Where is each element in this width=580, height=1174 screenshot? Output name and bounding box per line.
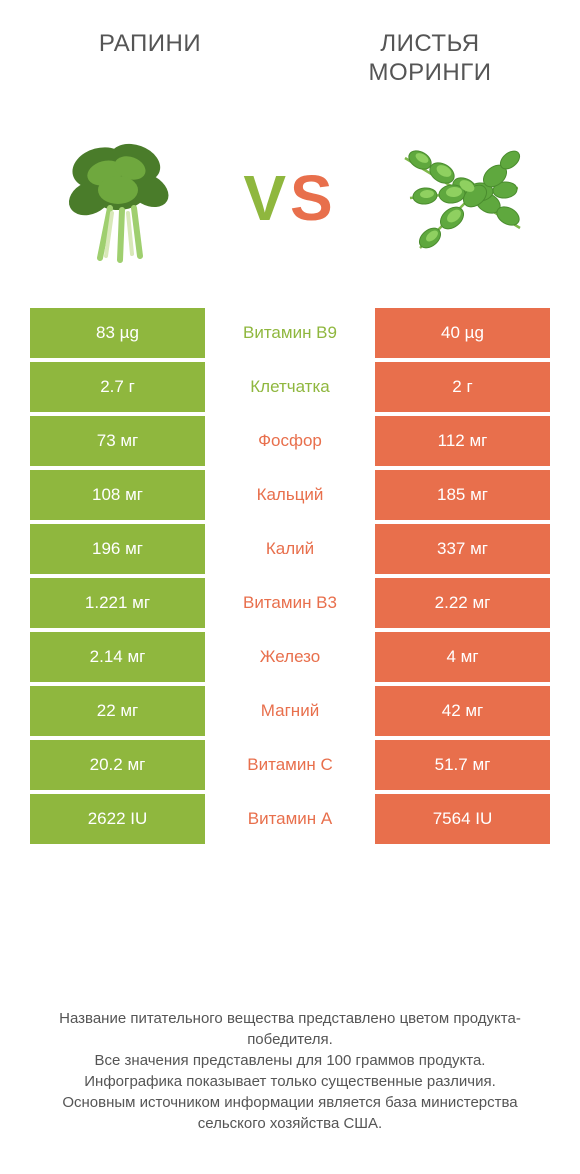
nutrient-label-cell: Клетчатка (205, 362, 375, 412)
left-value-cell: 108 мг (30, 470, 205, 520)
nutrient-label-cell: Калий (205, 524, 375, 574)
left-value-cell: 2622 IU (30, 794, 205, 844)
table-row: 2622 IUВитамин A7564 IU (30, 794, 550, 844)
right-value-cell: 40 µg (375, 308, 550, 358)
right-food-title: ЛИСТЬЯ МОРИНГИ (330, 30, 530, 88)
table-row: 108 мгКальций185 мг (30, 470, 550, 520)
vs-v-letter: V (243, 162, 290, 234)
table-row: 2.14 мгЖелезо4 мг (30, 632, 550, 682)
comparison-table: 83 µgВитамин B940 µg2.7 гКлетчатка2 г73 … (20, 308, 560, 844)
left-value-cell: 2.7 г (30, 362, 205, 412)
left-value-cell: 1.221 мг (30, 578, 205, 628)
right-value-cell: 185 мг (375, 470, 550, 520)
nutrient-label-cell: Витамин B3 (205, 578, 375, 628)
table-row: 22 мгМагний42 мг (30, 686, 550, 736)
nutrient-label-cell: Витамин A (205, 794, 375, 844)
nutrient-label-cell: Витамин C (205, 740, 375, 790)
table-row: 83 µgВитамин B940 µg (30, 308, 550, 358)
left-value-cell: 22 мг (30, 686, 205, 736)
left-value-cell: 20.2 мг (30, 740, 205, 790)
right-value-cell: 7564 IU (375, 794, 550, 844)
right-value-cell: 2 г (375, 362, 550, 412)
vs-s-letter: S (290, 162, 337, 234)
nutrient-label-cell: Витамин B9 (205, 308, 375, 358)
table-row: 20.2 мгВитамин C51.7 мг (30, 740, 550, 790)
table-row: 196 мгКалий337 мг (30, 524, 550, 574)
footer-notes: Название питательного вещества представл… (20, 968, 560, 1144)
right-value-cell: 337 мг (375, 524, 550, 574)
footer-line: Все значения представлены для 100 граммо… (40, 1050, 540, 1071)
left-food-image (40, 118, 200, 278)
left-value-cell: 83 µg (30, 308, 205, 358)
footer-line: Название питательного вещества представл… (40, 1008, 540, 1050)
right-food-image (380, 118, 540, 278)
header-row: РАПИНИ ЛИСТЬЯ МОРИНГИ (20, 30, 560, 108)
footer-line: Инфографика показывает только существенн… (40, 1071, 540, 1092)
left-food-title: РАПИНИ (50, 30, 250, 59)
footer-line: Основным источником информации является … (40, 1092, 540, 1134)
nutrient-label-cell: Кальций (205, 470, 375, 520)
left-value-cell: 2.14 мг (30, 632, 205, 682)
table-row: 1.221 мгВитамин B32.22 мг (30, 578, 550, 628)
right-value-cell: 112 мг (375, 416, 550, 466)
nutrient-label-cell: Железо (205, 632, 375, 682)
right-value-cell: 2.22 мг (375, 578, 550, 628)
nutrient-label-cell: Магний (205, 686, 375, 736)
right-value-cell: 4 мг (375, 632, 550, 682)
vs-label: VS (243, 161, 336, 235)
right-value-cell: 42 мг (375, 686, 550, 736)
table-row: 2.7 гКлетчатка2 г (30, 362, 550, 412)
table-row: 73 мгФосфор112 мг (30, 416, 550, 466)
nutrient-label-cell: Фосфор (205, 416, 375, 466)
left-value-cell: 73 мг (30, 416, 205, 466)
left-value-cell: 196 мг (30, 524, 205, 574)
vs-row: VS (20, 108, 560, 308)
right-value-cell: 51.7 мг (375, 740, 550, 790)
